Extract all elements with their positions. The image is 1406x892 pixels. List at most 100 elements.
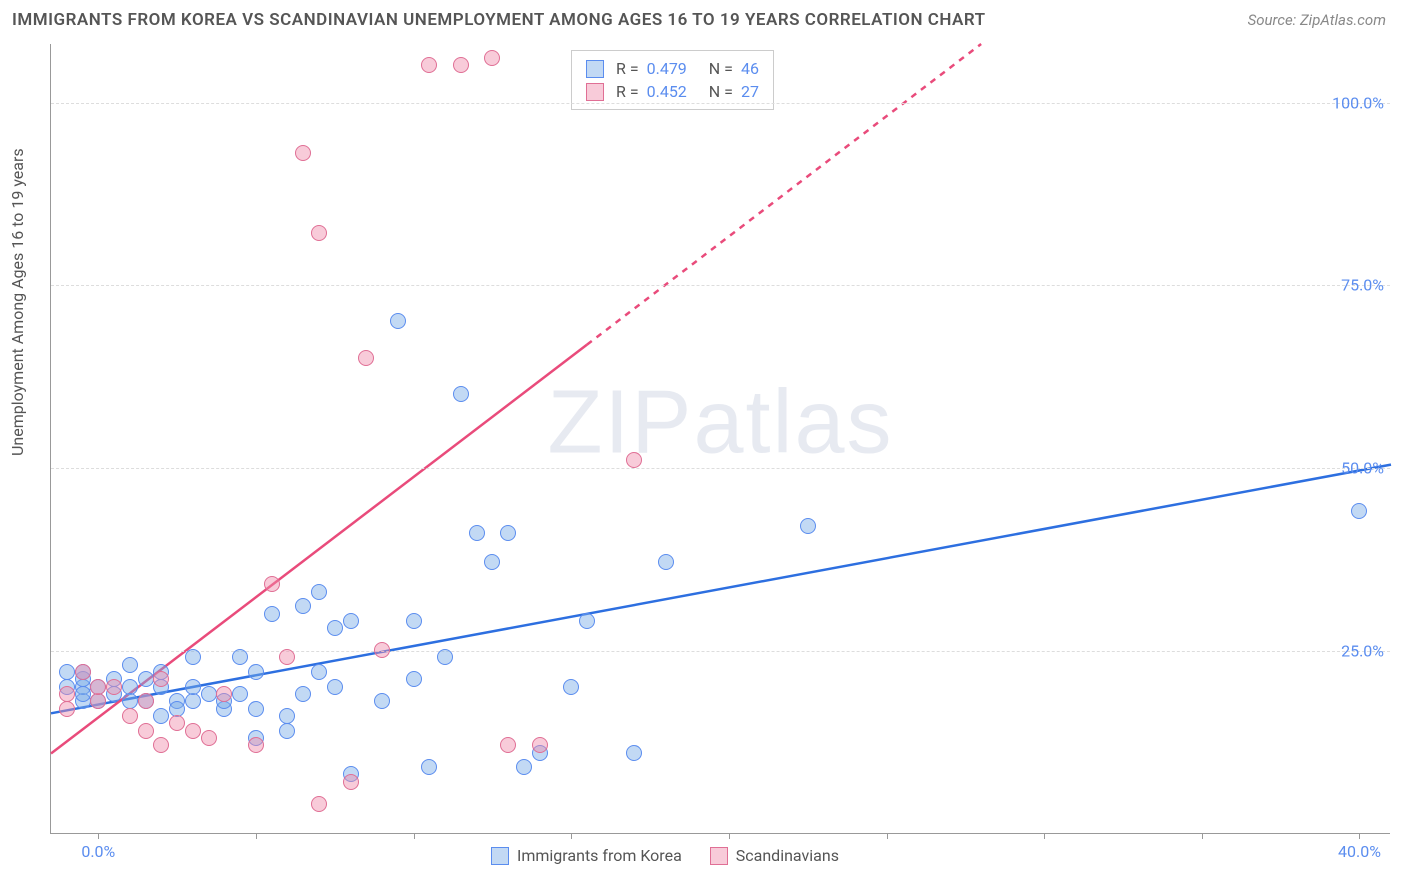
data-point (185, 693, 201, 709)
r-label: R = (616, 82, 639, 101)
data-point (264, 606, 280, 622)
data-point (343, 613, 359, 629)
data-point (421, 759, 437, 775)
n-label: N = (709, 59, 733, 78)
data-point (484, 554, 500, 570)
data-point (469, 525, 485, 541)
data-point (201, 730, 217, 746)
data-point (232, 686, 248, 702)
data-point (358, 350, 374, 366)
data-point (59, 686, 75, 702)
source-label: Source: ZipAtlas.com (1248, 11, 1386, 29)
y-axis-label: Unemployment Among Ages 16 to 19 years (8, 148, 27, 456)
data-point (406, 671, 422, 687)
n-value: 27 (741, 82, 759, 101)
data-point (122, 693, 138, 709)
gridline (51, 468, 1390, 469)
data-point (295, 686, 311, 702)
data-point (437, 649, 453, 665)
data-point (138, 723, 154, 739)
data-point (327, 620, 343, 636)
x-tick (1359, 833, 1360, 839)
data-point (279, 649, 295, 665)
data-point (153, 671, 169, 687)
data-point (500, 737, 516, 753)
data-point (138, 671, 154, 687)
y-tick-label: 50.0% (1341, 459, 1384, 478)
data-point (185, 723, 201, 739)
gridline (51, 651, 1390, 652)
legend-item: Immigrants from Korea (491, 846, 682, 865)
gridline (51, 103, 1390, 104)
data-point (453, 386, 469, 402)
legend-swatch (586, 60, 604, 78)
series-legend: Immigrants from Korea Scandinavians (491, 846, 839, 865)
correlation-legend: R =0.479N =46R =0.452N =27 (571, 50, 774, 110)
data-point (500, 525, 516, 541)
data-point (406, 613, 422, 629)
data-point (295, 145, 311, 161)
y-tick-label: 100.0% (1332, 93, 1384, 112)
data-point (374, 642, 390, 658)
data-point (106, 679, 122, 695)
data-point (579, 613, 595, 629)
data-point (311, 796, 327, 812)
x-tick (729, 833, 730, 839)
data-point (327, 679, 343, 695)
data-point (59, 664, 75, 680)
r-label: R = (616, 59, 639, 78)
y-tick-label: 25.0% (1341, 642, 1384, 661)
y-tick-label: 75.0% (1341, 276, 1384, 295)
data-point (626, 452, 642, 468)
legend-swatch (491, 847, 509, 865)
data-point (311, 664, 327, 680)
data-point (390, 313, 406, 329)
data-point (232, 649, 248, 665)
x-tick (414, 833, 415, 839)
data-point (421, 57, 437, 73)
data-point (248, 737, 264, 753)
data-point (75, 664, 91, 680)
gridline (51, 285, 1390, 286)
data-point (75, 686, 91, 702)
x-tick (256, 833, 257, 839)
data-point (185, 679, 201, 695)
legend-swatch (586, 83, 604, 101)
data-point (90, 679, 106, 695)
x-tick (98, 833, 99, 839)
data-point (311, 225, 327, 241)
x-tick (1044, 833, 1045, 839)
data-point (122, 679, 138, 695)
data-point (626, 745, 642, 761)
data-point (153, 737, 169, 753)
data-point (185, 649, 201, 665)
data-point (563, 679, 579, 695)
n-label: N = (709, 82, 733, 101)
x-tick (1202, 833, 1203, 839)
data-point (374, 693, 390, 709)
data-point (248, 664, 264, 680)
legend-row: R =0.452N =27 (586, 80, 759, 103)
data-point (138, 693, 154, 709)
data-point (453, 57, 469, 73)
data-point (122, 708, 138, 724)
data-point (484, 50, 500, 66)
data-point (295, 598, 311, 614)
data-point (658, 554, 674, 570)
scatter-plot: ZIPatlas R =0.479N =46R =0.452N =27 Immi… (50, 44, 1390, 834)
x-tick (887, 833, 888, 839)
data-point (264, 576, 280, 592)
data-point (800, 518, 816, 534)
data-point (169, 701, 185, 717)
data-point (343, 774, 359, 790)
legend-label: Immigrants from Korea (517, 846, 682, 865)
x-tick-label: 40.0% (1338, 842, 1381, 861)
legend-row: R =0.479N =46 (586, 57, 759, 80)
data-point (59, 701, 75, 717)
x-tick (571, 833, 572, 839)
data-point (532, 737, 548, 753)
data-point (216, 686, 232, 702)
chart-title: IMMIGRANTS FROM KOREA VS SCANDINAVIAN UN… (12, 10, 986, 30)
legend-item: Scandinavians (710, 846, 839, 865)
data-point (90, 693, 106, 709)
